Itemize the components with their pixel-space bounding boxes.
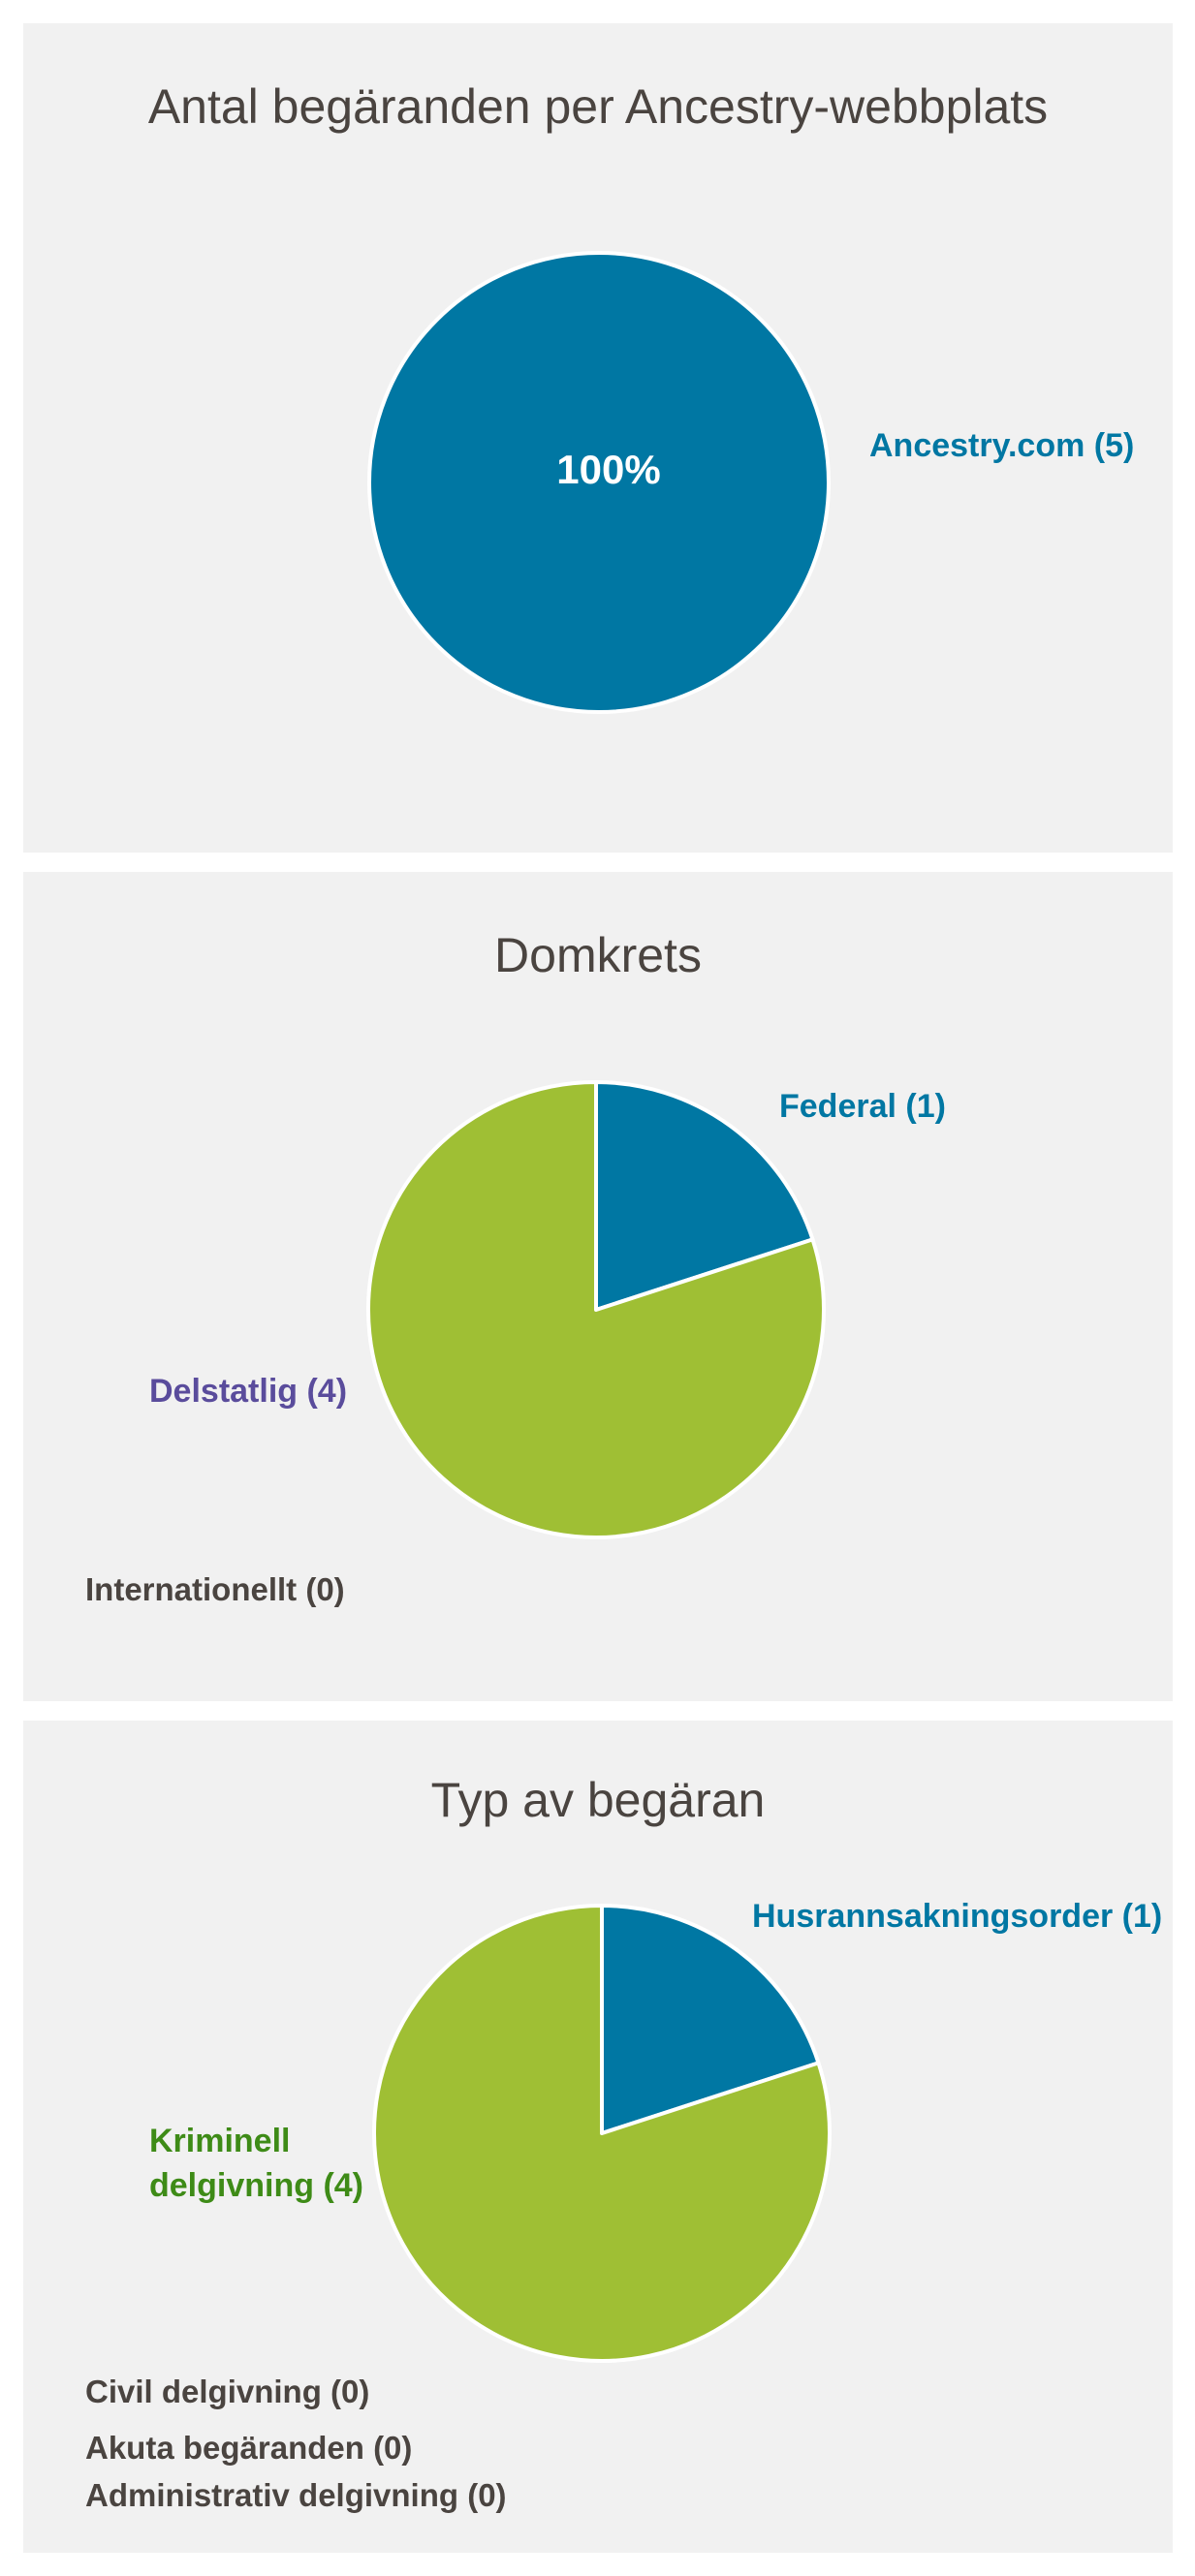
pie-slice-delstatlig <box>366 1080 826 1539</box>
chart-title: Domkrets <box>494 928 702 982</box>
slice-label-kriminell-line1: Kriminell <box>149 2123 291 2159</box>
slice-label-kriminell-line2: delgivning (4) <box>149 2167 363 2204</box>
pie-slice-husrannsakningsorder <box>600 1904 821 2135</box>
chart-panel-sites: Antal begäranden per Ancestry-webbplats … <box>23 23 1173 853</box>
slice-label-federal: Federal (1) <box>779 1088 946 1125</box>
pie-slice-ancestry-com <box>367 251 831 714</box>
chart-title: Typ av begäran <box>430 1773 766 1827</box>
zero-item-internationellt: Internationellt (0) <box>85 1571 345 1607</box>
pie-chart-jurisdiction <box>366 1080 826 1539</box>
pie-chart-sites: 100% <box>367 251 831 714</box>
slice-label-husrannsakningsorder: Husrannsakningsorder (1) <box>752 1898 1163 1935</box>
chart-panel-request-type: Typ av begäran Husrannsakningsorder (1) … <box>23 1721 1173 2553</box>
legend-label-ancestry: Ancestry.com (5) <box>869 427 1135 464</box>
zero-item-civil: Civil delgivning (0) <box>85 2374 370 2409</box>
pie-slice-federal <box>594 1080 815 1312</box>
zero-item-administrativ: Administrativ delgivning (0) <box>85 2477 507 2513</box>
slice-label-delstatlig: Delstatlig (4) <box>149 1373 348 1410</box>
zero-item-akuta: Akuta begäranden (0) <box>85 2430 413 2466</box>
pie-slice-kriminell-delgivning <box>372 1904 832 2363</box>
pie-chart-request-type <box>372 1904 832 2363</box>
chart-title: Antal begäranden per Ancestry-webbplats <box>147 79 1049 134</box>
chart-panel-jurisdiction: Domkrets Federal (1) Delstatlig (4) Inte… <box>23 872 1173 1701</box>
slice-percent-label: 100% <box>556 447 660 492</box>
